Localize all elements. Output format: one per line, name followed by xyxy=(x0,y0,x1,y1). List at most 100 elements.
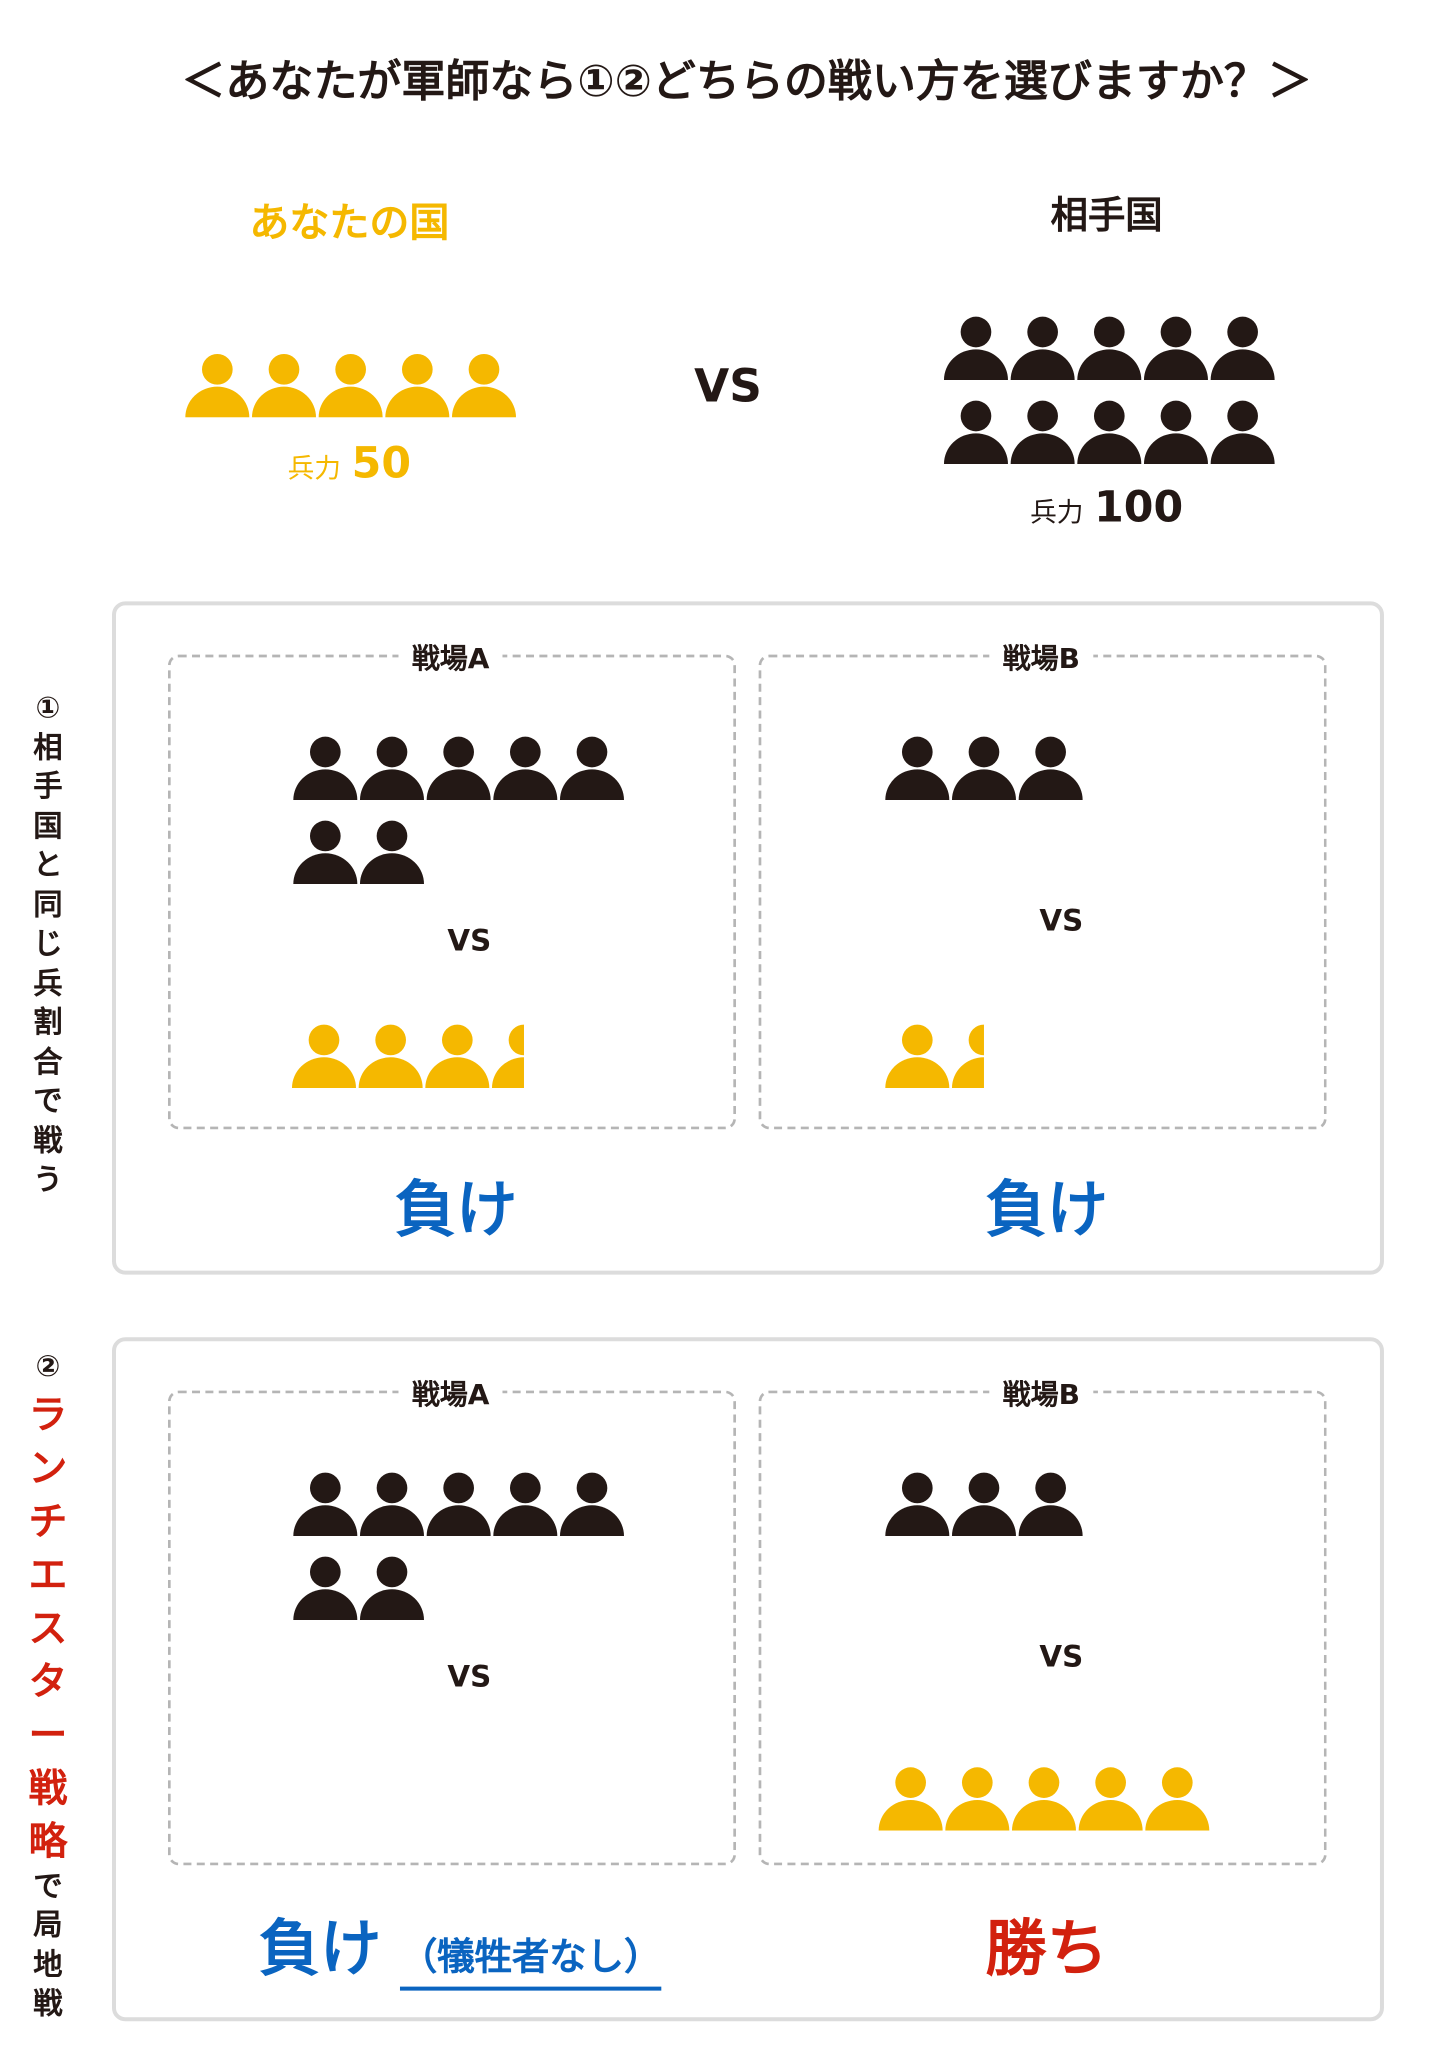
scenario-label-char: じ xyxy=(33,927,63,962)
scenario-label-char: チ xyxy=(28,1497,68,1544)
icon-row xyxy=(184,353,517,418)
person-icon xyxy=(359,736,424,800)
result-text: 負け xyxy=(985,1173,1108,1246)
person-icon xyxy=(885,1472,950,1536)
scenario-label-char: ー xyxy=(28,1711,68,1757)
person-icon xyxy=(1018,736,1083,800)
scenario-label: ① 相手国と同じ兵割合で戦う xyxy=(27,689,70,1200)
your-troops-icons xyxy=(877,1767,1210,1851)
person-icon xyxy=(943,316,1008,380)
scenario-label-char: 相 xyxy=(33,731,63,765)
battlefield-label: 戦場B xyxy=(989,1373,1094,1414)
enemy-troops-icons xyxy=(292,1472,625,1640)
person-icon xyxy=(185,353,250,418)
person-icon xyxy=(318,353,383,418)
scenario-label-char: 戦 xyxy=(33,1987,63,2022)
page-title: ＜あなたが軍師なら①②どちらの戦い方を選びますか？＞ xyxy=(181,54,1312,107)
result: 勝ち xyxy=(985,1900,1108,1988)
person-icon xyxy=(359,1556,424,1620)
person-icon xyxy=(945,1767,1010,1831)
scenario-label-char: 割 xyxy=(33,1006,63,1040)
result-text: 負け xyxy=(394,1173,518,1246)
scenario-panel xyxy=(111,601,1384,1275)
person-icon xyxy=(293,820,358,884)
person-icon xyxy=(951,736,1016,800)
enemy-troops-icons xyxy=(292,736,625,904)
person-icon xyxy=(493,1472,558,1536)
scenario-label-char: ラ xyxy=(28,1391,68,1437)
vs-label: VS xyxy=(1039,1641,1084,1675)
your-country-label: あなたの国 xyxy=(249,199,450,247)
result-text: 負け xyxy=(258,1911,382,1984)
scenario-panel xyxy=(111,1337,1384,2022)
scenario-label-char: 地 xyxy=(33,1948,63,1982)
person-icon xyxy=(251,353,316,418)
result-text: 勝ち xyxy=(985,1911,1108,1984)
result: 負け （犠牲者なし） xyxy=(258,1900,662,1991)
person-icon xyxy=(491,1024,524,1088)
battlefield-b xyxy=(758,654,1327,1130)
icon-row xyxy=(292,736,625,800)
person-icon xyxy=(426,1472,491,1536)
person-icon xyxy=(425,1024,490,1088)
result-note: （犠牲者なし） xyxy=(399,1934,662,1991)
scenario-label-char: 略 xyxy=(28,1817,68,1864)
icon-row xyxy=(884,1472,1084,1536)
enemy-force: 兵力 100 xyxy=(1030,481,1183,532)
person-icon xyxy=(943,400,1008,464)
scenario-label-char: と xyxy=(33,849,63,883)
force-value: 50 xyxy=(351,437,412,488)
scenario-label-char: う xyxy=(33,1163,63,1198)
person-icon xyxy=(1018,1472,1083,1536)
scenario-label-char: 同 xyxy=(33,888,63,922)
icon-row xyxy=(943,400,1279,464)
vs-label: VS xyxy=(1039,905,1084,939)
result: 負け xyxy=(985,1161,1108,1249)
person-icon xyxy=(559,1472,624,1536)
person-icon xyxy=(885,1024,950,1088)
person-icon xyxy=(293,1472,358,1536)
person-icon xyxy=(951,1024,984,1088)
person-icon xyxy=(1077,316,1142,380)
scenario-label-char: ン xyxy=(28,1444,68,1490)
person-icon xyxy=(293,736,358,800)
person-icon xyxy=(1077,400,1142,464)
your-troops-icons xyxy=(884,1024,1017,1108)
scenario-label-char: 戦 xyxy=(28,1764,68,1810)
icon-row xyxy=(877,1767,1210,1831)
vs-label: VS xyxy=(447,1661,492,1695)
force-value: 100 xyxy=(1094,481,1184,532)
person-icon xyxy=(493,736,558,800)
scenario-number: ② xyxy=(35,1350,61,1384)
your-troops-icons xyxy=(291,1024,558,1108)
person-icon xyxy=(1210,316,1275,380)
vs-label: VS xyxy=(694,359,762,414)
icon-row xyxy=(884,736,1084,800)
scenario-label-char: ス xyxy=(28,1604,68,1650)
battlefield-label: 戦場A xyxy=(398,637,503,678)
person-icon xyxy=(1143,400,1208,464)
person-icon xyxy=(1210,400,1275,464)
person-icon xyxy=(291,1024,356,1088)
scenario-label-char: で xyxy=(33,1085,63,1119)
person-icon xyxy=(385,353,450,418)
enemy-country-label: 相手国 xyxy=(1050,193,1163,238)
scenario-number: ① xyxy=(35,691,61,726)
icon-row xyxy=(292,1556,625,1620)
result: 負け xyxy=(395,1161,518,1249)
person-icon xyxy=(426,736,491,800)
scenario-label-char: 合 xyxy=(33,1045,63,1080)
battlefield-label: 戦場A xyxy=(398,1373,503,1414)
force-label: 兵力 xyxy=(287,451,341,484)
scenario-label-char: 国 xyxy=(33,809,63,844)
scenario-label-char: タ xyxy=(28,1657,68,1704)
scenario-label-char: 手 xyxy=(33,770,63,804)
person-icon xyxy=(359,1472,424,1536)
icon-row xyxy=(291,1024,558,1088)
person-icon xyxy=(451,353,516,418)
icon-row xyxy=(943,316,1279,380)
person-icon xyxy=(1145,1767,1210,1831)
scenario-label-char: 戦 xyxy=(33,1124,63,1158)
